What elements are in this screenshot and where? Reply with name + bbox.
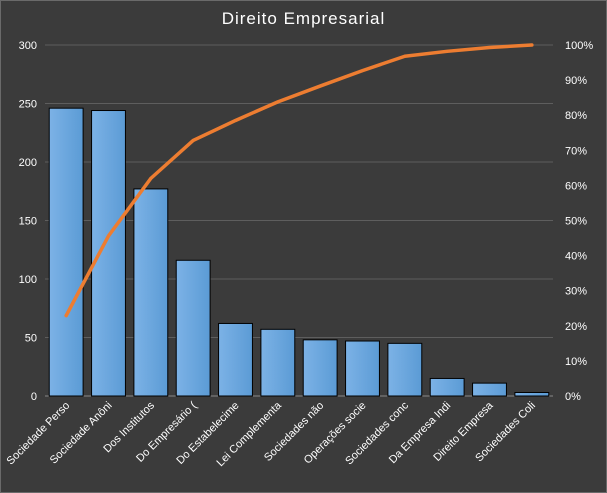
y2-tick-label: 90%: [565, 75, 587, 87]
line-point: [276, 100, 280, 104]
line-point: [361, 69, 364, 73]
y-tick-label: 0: [31, 391, 37, 403]
y-tick-label: 150: [19, 216, 37, 228]
bar: [302, 339, 338, 397]
line-point: [191, 138, 195, 142]
cumulative-line-series: [64, 43, 534, 318]
y-tick-label: 50: [25, 333, 37, 345]
line-point: [318, 84, 322, 88]
y-axis-right: 0% 10% 20% 30% 40% 50% 60% 70% 80% 90% 100%: [565, 40, 593, 403]
y2-tick-label: 20%: [565, 321, 587, 333]
line-point: [403, 54, 407, 58]
gridlines: [45, 44, 553, 397]
bar: [387, 342, 423, 397]
y-axis-left: 0 50 100 150 200 250 300: [19, 40, 37, 403]
y-tick-label: 200: [19, 157, 37, 169]
y2-tick-label: 60%: [565, 180, 587, 192]
bar: [218, 322, 253, 397]
chart-title: Direito Empresarial: [221, 9, 386, 28]
line-point: [445, 49, 449, 53]
y2-tick-label: 100%: [565, 40, 593, 52]
y2-tick-label: 10%: [565, 356, 587, 368]
y-tick-label: 300: [19, 40, 37, 52]
line-point: [107, 234, 110, 238]
bar: [133, 188, 169, 397]
line-point: [149, 176, 153, 180]
line-point: [234, 118, 237, 122]
bar: [429, 377, 465, 397]
bar: [345, 340, 380, 397]
bar: [175, 259, 211, 397]
y2-tick-label: 40%: [565, 251, 587, 263]
y2-tick-label: 50%: [565, 216, 587, 228]
bar: [514, 391, 550, 397]
y2-tick-label: 80%: [565, 110, 587, 122]
line-point: [488, 45, 491, 49]
bar: [48, 107, 84, 397]
bar-series: [48, 107, 550, 397]
bar: [260, 328, 296, 397]
bar: [472, 382, 507, 397]
y-tick-label: 100: [19, 274, 37, 286]
bar: [91, 110, 126, 397]
line-point: [64, 314, 68, 318]
y-tick-label: 250: [19, 99, 37, 111]
cumulative-line: [64, 43, 534, 318]
y2-tick-label: 70%: [565, 145, 587, 157]
y2-tick-label: 0%: [565, 391, 581, 403]
y2-tick-label: 30%: [565, 286, 587, 298]
line-point: [530, 43, 534, 47]
